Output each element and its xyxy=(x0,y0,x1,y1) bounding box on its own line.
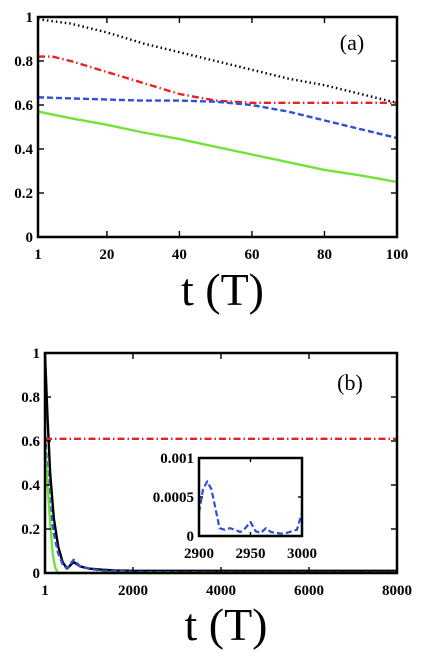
panel-a-y-tick-label: 0.4 xyxy=(14,142,33,158)
panel-b-y-tick-label: 1 xyxy=(33,346,41,362)
inset-y-tick-label: 0 xyxy=(187,529,195,545)
panel-b-y-tick-label: 0.4 xyxy=(21,478,40,494)
panel-b-x-tick-label: 2000 xyxy=(118,583,148,599)
panel-a-x-tick-label: 80 xyxy=(317,247,332,263)
panel-a-x-tick-label: 60 xyxy=(244,247,259,263)
panel-b-label: (b) xyxy=(337,370,363,395)
panel-b-series-line-3 xyxy=(43,434,397,574)
panel-a-y-tick-label: 0.2 xyxy=(14,186,33,202)
inset-x-tick-label: 3000 xyxy=(287,546,317,562)
inset-x-tick-label: 2950 xyxy=(236,546,266,562)
panel-a-series-line-2 xyxy=(38,55,397,105)
panel-b-y-tick-label: 0.2 xyxy=(21,522,40,538)
inset-series-line-1 xyxy=(197,480,304,535)
panel-b-y-tick-label: 0.8 xyxy=(21,390,40,406)
panel-a-x-tick-label: 100 xyxy=(386,247,409,263)
panel-b-x-tick-label: 1 xyxy=(41,583,49,599)
panel-a-y-tick-label: 0.8 xyxy=(14,54,33,70)
inset-x-tick-label: 2900 xyxy=(184,546,214,562)
panel-b-x-tick-label: 8000 xyxy=(382,583,412,599)
panel-a-series-line-4 xyxy=(37,110,398,184)
panel-a-series-line-1 xyxy=(37,18,398,104)
panel-b-y-tick-label: 0 xyxy=(33,566,41,582)
panel-a-x-tick-label: 1 xyxy=(34,247,42,263)
panel-b-x-axis-label: t (T) xyxy=(184,599,267,650)
panel-a-y-tick-label: 1 xyxy=(26,10,34,26)
panel-a-plot-frame xyxy=(36,15,399,239)
inset-y-tick-label: 0.001 xyxy=(160,451,194,467)
panel-b-x-tick-label: 6000 xyxy=(294,583,324,599)
panel-a-x-tick-label: 20 xyxy=(99,247,114,263)
panel-b-y-tick-label: 0.6 xyxy=(21,434,40,450)
panel-a-label: (a) xyxy=(340,30,364,55)
panel-a-y-tick-label: 0 xyxy=(26,230,34,246)
panel-a-x-axis-label: t (T) xyxy=(181,264,264,315)
panel-a-x-tick-label: 40 xyxy=(172,247,187,263)
panel-a-y-tick-label: 0.6 xyxy=(14,98,33,114)
panel-a-series-line-3 xyxy=(37,96,398,140)
panel-b-x-tick-label: 4000 xyxy=(206,583,236,599)
inset-y-tick-label: 0.0005 xyxy=(153,490,194,506)
inset-background xyxy=(199,458,302,536)
